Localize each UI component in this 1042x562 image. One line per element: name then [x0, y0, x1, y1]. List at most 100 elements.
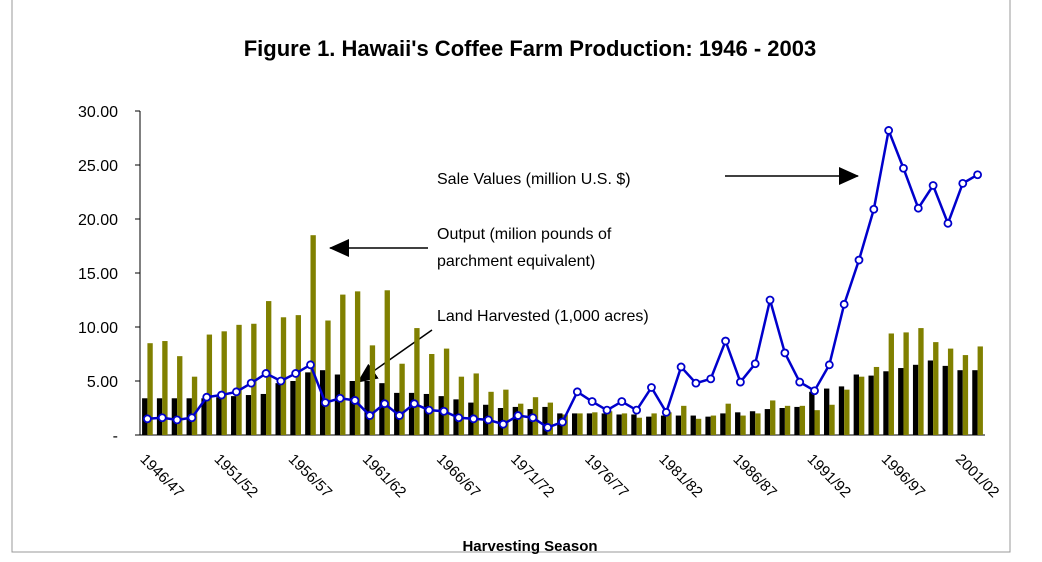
x-tick-label: 1946/47: [137, 451, 187, 501]
bar: [942, 365, 948, 435]
line-marker: [647, 383, 656, 392]
line-marker: [854, 255, 864, 265]
line-marker: [261, 369, 271, 378]
bar: [399, 363, 405, 435]
annotation: Land Harvested (1,000 acres): [437, 308, 649, 325]
y-tick-label: 10.00: [78, 320, 118, 337]
bar: [503, 389, 509, 435]
bar: [458, 376, 465, 435]
bar: [799, 405, 806, 435]
bar: [280, 317, 287, 435]
bar: [794, 406, 800, 435]
bar: [206, 334, 213, 435]
bar: [384, 290, 390, 435]
bar: [829, 404, 835, 435]
line-marker: [973, 170, 982, 180]
bar: [438, 396, 444, 435]
bar: [972, 370, 978, 435]
line-marker: [439, 406, 449, 416]
x-tick-label: 1971/72: [507, 451, 557, 501]
bar: [770, 400, 776, 435]
bar: [443, 348, 450, 435]
line-marker: [157, 413, 167, 423]
bar: [675, 415, 682, 435]
line-marker: [810, 386, 819, 396]
frame: [11, 0, 1011, 553]
x-tick-label: 1981/82: [655, 451, 705, 501]
bar: [784, 405, 791, 435]
line-marker: [202, 392, 212, 402]
bar: [260, 393, 267, 435]
bar: [601, 413, 607, 435]
bar: [369, 345, 376, 435]
bar: [705, 416, 711, 435]
bar: [927, 360, 934, 435]
bar: [888, 333, 894, 435]
line-marker: [291, 369, 301, 378]
bar: [725, 403, 731, 435]
bar: [266, 301, 272, 435]
annotation: Sale Values (million U.S. $): [437, 171, 631, 188]
x-tick-label: 1966/67: [433, 451, 483, 501]
line-marker: [395, 411, 404, 420]
bar: [631, 414, 637, 435]
bar: [251, 323, 257, 435]
line-marker: [661, 407, 671, 417]
line-marker: [350, 396, 360, 405]
bar: [571, 413, 578, 435]
bar: [310, 235, 316, 435]
bar: [349, 381, 355, 435]
line-marker: [276, 376, 286, 386]
bar: [245, 395, 252, 435]
bar: [147, 343, 153, 435]
line-marker: [409, 399, 419, 409]
bar: [814, 410, 820, 435]
x-tick-label: 1991/92: [804, 451, 854, 501]
bar: [488, 391, 494, 435]
line-marker: [187, 413, 197, 423]
bar: [809, 391, 815, 435]
x-tick-label: 1961/62: [359, 451, 409, 501]
line-marker: [543, 423, 553, 432]
bar: [473, 373, 479, 435]
bar: [518, 403, 524, 435]
bar: [764, 409, 771, 435]
bar: [429, 354, 435, 435]
line-marker: [765, 295, 775, 305]
bar: [695, 418, 702, 435]
line-marker: [587, 397, 597, 406]
line-marker: [602, 405, 612, 415]
bar: [191, 376, 198, 435]
line-marker: [365, 411, 375, 420]
line-marker: [454, 413, 464, 423]
bar: [621, 413, 628, 435]
bar: [962, 355, 969, 435]
bar: [616, 414, 622, 435]
x-tick-label: 1956/57: [285, 451, 335, 501]
line-marker: [335, 393, 345, 403]
line-marker: [558, 417, 567, 427]
bar: [379, 383, 385, 435]
bar: [325, 320, 331, 435]
chart-title: Figure 1. Hawaii's Coffee Farm Productio…: [244, 36, 817, 61]
bar: [660, 415, 667, 435]
line-marker: [721, 336, 730, 346]
line-marker: [231, 387, 241, 397]
bar: [947, 348, 954, 435]
bar: [918, 328, 924, 435]
bar: [606, 411, 613, 435]
line-marker: [632, 405, 642, 415]
bar: [231, 396, 237, 435]
line-marker: [780, 348, 790, 358]
x-axis-title: Harvesting Season: [462, 538, 597, 555]
line-marker: [884, 126, 894, 135]
y-tick-label: -: [113, 428, 118, 445]
bar: [586, 413, 593, 435]
line-marker: [928, 181, 938, 190]
y-tick-label: 15.00: [78, 266, 118, 283]
line-marker: [306, 360, 315, 370]
line-marker: [217, 390, 226, 400]
line-marker: [706, 374, 716, 384]
